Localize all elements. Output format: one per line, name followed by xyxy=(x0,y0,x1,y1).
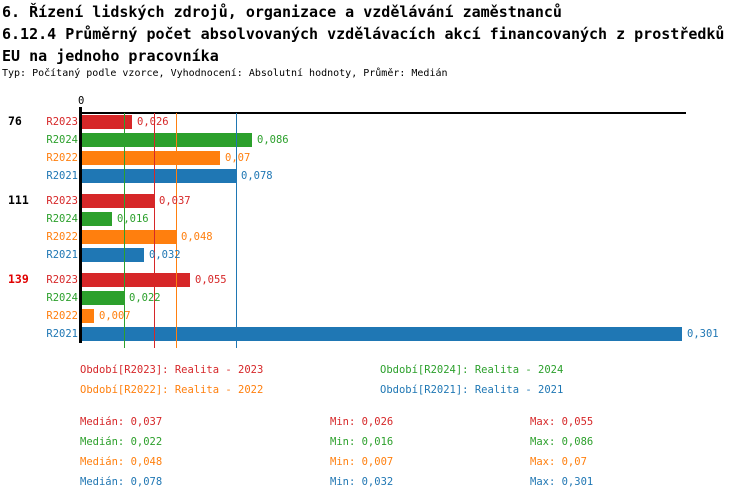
bar-series-label: R2021 xyxy=(46,170,78,182)
bar-value-label: 0,07 xyxy=(225,152,251,164)
bar-series-label: R2024 xyxy=(46,134,78,146)
bar-value-label: 0,026 xyxy=(137,116,169,128)
bar-value-label: 0,086 xyxy=(257,134,289,146)
bar-R2024 xyxy=(80,291,124,305)
group-label: 111 xyxy=(8,193,29,207)
stat-max-R2023: Max: 0,055 xyxy=(530,416,594,428)
legend-item-R2024: Období[R2024]: Realita - 2024 xyxy=(380,364,564,376)
bar-series-label: R2021 xyxy=(46,328,78,340)
bar-value-label: 0,016 xyxy=(117,213,149,225)
indicator-type-subtitle: Typ: Počítaný podle vzorce, Vyhodnocení:… xyxy=(2,68,448,79)
legend-item-R2023: Období[R2023]: Realita - 2023 xyxy=(80,364,264,376)
bar-series-label: R2021 xyxy=(46,249,78,261)
bar-value-label: 0,301 xyxy=(687,328,719,340)
bar-series-label: R2022 xyxy=(46,152,78,164)
stat-median-R2024: Medián: 0,022 xyxy=(80,436,163,448)
bar-R2024 xyxy=(80,212,112,226)
stat-median-R2023: Medián: 0,037 xyxy=(80,416,163,428)
legend-item-R2021: Období[R2021]: Realita - 2021 xyxy=(380,384,564,396)
bar-R2022 xyxy=(80,151,220,165)
x-axis-zero-tick-label: 0 xyxy=(78,95,85,107)
bar-R2023 xyxy=(80,115,132,129)
bar-R2023 xyxy=(80,194,154,208)
bar-series-label: R2023 xyxy=(46,116,78,128)
bar-series-label: R2022 xyxy=(46,231,78,243)
stat-max-R2021: Max: 0,301 xyxy=(530,476,594,488)
page-title-line3: EU na jednoho pracovníka xyxy=(2,47,219,65)
stat-min-R2024: Min: 0,016 xyxy=(330,436,394,448)
stat-median-R2021: Medián: 0,078 xyxy=(80,476,163,488)
bar-value-label: 0,007 xyxy=(99,310,131,322)
bar-R2021 xyxy=(80,248,144,262)
bar-R2021 xyxy=(80,327,682,341)
bar-R2023 xyxy=(80,273,190,287)
page-title-line2: 6.12.4 Průměrný počet absolvovaných vzdě… xyxy=(2,25,725,43)
bar-value-label: 0,022 xyxy=(129,292,161,304)
stat-min-R2022: Min: 0,007 xyxy=(330,456,394,468)
bar-series-label: R2024 xyxy=(46,213,78,225)
page-title-line1: 6. Řízení lidských zdrojů, organizace a … xyxy=(2,3,562,21)
bar-value-label: 0,078 xyxy=(241,170,273,182)
bar-series-label: R2024 xyxy=(46,292,78,304)
median-line-R2021 xyxy=(236,113,237,348)
bar-series-label: R2023 xyxy=(46,195,78,207)
bar-value-label: 0,055 xyxy=(195,274,227,286)
group-label: 139 xyxy=(8,272,29,286)
stat-min-R2023: Min: 0,026 xyxy=(330,416,394,428)
bar-R2022 xyxy=(80,230,176,244)
stat-median-R2022: Medián: 0,048 xyxy=(80,456,163,468)
bar-R2024 xyxy=(80,133,252,147)
bar-value-label: 0,032 xyxy=(149,249,181,261)
median-line-R2024 xyxy=(124,113,125,348)
median-line-R2023 xyxy=(154,113,155,348)
stat-max-R2022: Max: 0,07 xyxy=(530,456,587,468)
stat-max-R2024: Max: 0,086 xyxy=(530,436,594,448)
stat-min-R2021: Min: 0,032 xyxy=(330,476,394,488)
legend-item-R2022: Období[R2022]: Realita - 2022 xyxy=(80,384,264,396)
bar-value-label: 0,048 xyxy=(181,231,213,243)
bar-R2021 xyxy=(80,169,236,183)
bar-series-label: R2023 xyxy=(46,274,78,286)
x-axis-line xyxy=(79,112,686,114)
bar-series-label: R2022 xyxy=(46,310,78,322)
median-line-R2022 xyxy=(176,113,177,348)
bar-R2022 xyxy=(80,309,94,323)
y-axis-line xyxy=(79,107,82,343)
group-label: 76 xyxy=(8,114,22,128)
bar-value-label: 0,037 xyxy=(159,195,191,207)
